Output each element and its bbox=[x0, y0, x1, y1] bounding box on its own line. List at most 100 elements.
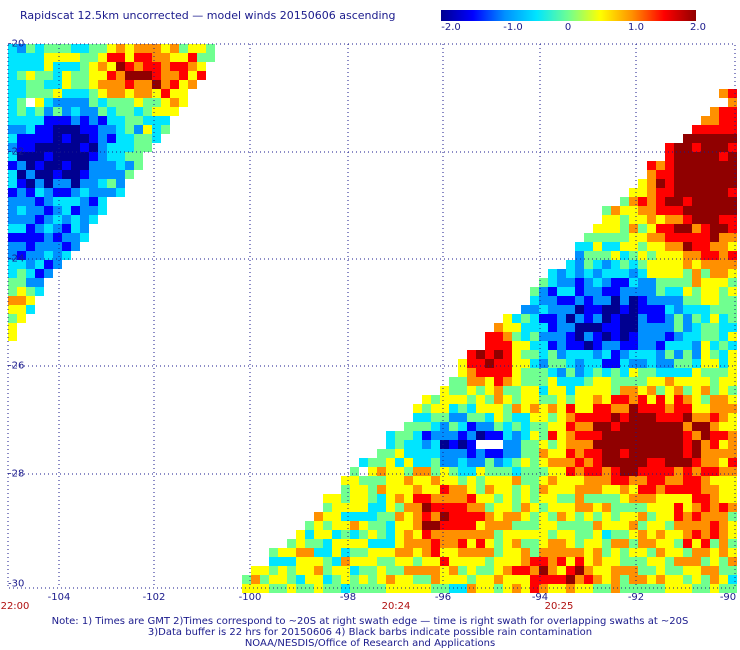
wind-difference-cell bbox=[71, 215, 80, 224]
wind-difference-cell bbox=[656, 557, 665, 566]
wind-difference-cell bbox=[638, 440, 647, 449]
wind-difference-cell bbox=[395, 557, 404, 566]
wind-difference-cell bbox=[674, 431, 683, 440]
wind-difference-cell bbox=[656, 314, 665, 323]
wind-difference-cell bbox=[161, 80, 170, 89]
footer-note-line: 3)Data buffer is 22 hrs for 20150606 4) … bbox=[147, 627, 593, 638]
wind-difference-cell bbox=[701, 449, 710, 458]
wind-difference-cell bbox=[665, 485, 674, 494]
wind-difference-cell bbox=[683, 350, 692, 359]
wind-difference-cell bbox=[701, 305, 710, 314]
wind-difference-cell bbox=[575, 413, 584, 422]
wind-difference-cell bbox=[503, 503, 512, 512]
wind-difference-cell bbox=[557, 305, 566, 314]
wind-difference-cell bbox=[26, 206, 35, 215]
wind-difference-cell bbox=[26, 296, 35, 305]
wind-difference-cell bbox=[431, 521, 440, 530]
wind-difference-cell bbox=[269, 566, 278, 575]
wind-difference-cell bbox=[692, 287, 701, 296]
wind-difference-cell bbox=[125, 62, 134, 71]
wind-difference-cell bbox=[512, 503, 521, 512]
wind-difference-cell bbox=[548, 494, 557, 503]
wind-difference-cell bbox=[656, 548, 665, 557]
wind-difference-cell bbox=[647, 332, 656, 341]
wind-difference-cell bbox=[665, 350, 674, 359]
wind-difference-cell bbox=[665, 341, 674, 350]
wind-difference-cell bbox=[719, 539, 728, 548]
wind-difference-cell bbox=[26, 278, 35, 287]
wind-difference-cell bbox=[602, 395, 611, 404]
wind-difference-cell bbox=[530, 440, 539, 449]
wind-difference-cell bbox=[296, 566, 305, 575]
wind-difference-cell bbox=[611, 530, 620, 539]
wind-difference-cell bbox=[701, 233, 710, 242]
wind-difference-cell bbox=[503, 485, 512, 494]
wind-difference-cell bbox=[683, 476, 692, 485]
wind-difference-cell bbox=[8, 323, 17, 332]
wind-difference-cell bbox=[638, 521, 647, 530]
wind-difference-cell bbox=[44, 134, 53, 143]
wind-difference-cell bbox=[467, 512, 476, 521]
wind-difference-cell bbox=[44, 44, 53, 53]
wind-difference-cell bbox=[179, 80, 188, 89]
wind-difference-cell bbox=[719, 305, 728, 314]
wind-difference-cell bbox=[17, 80, 26, 89]
wind-difference-cell bbox=[728, 449, 737, 458]
wind-difference-cell bbox=[116, 53, 125, 62]
wind-difference-cell bbox=[539, 467, 548, 476]
wind-difference-cell bbox=[710, 107, 719, 116]
wind-difference-cell bbox=[296, 575, 305, 584]
wind-difference-cell bbox=[269, 548, 278, 557]
wind-difference-cell bbox=[566, 395, 575, 404]
wind-difference-cell bbox=[179, 62, 188, 71]
wind-difference-cell bbox=[539, 521, 548, 530]
wind-difference-cell bbox=[26, 305, 35, 314]
wind-difference-cell bbox=[710, 368, 719, 377]
wind-difference-cell bbox=[593, 422, 602, 431]
wind-difference-cell bbox=[584, 512, 593, 521]
wind-difference-cell bbox=[458, 413, 467, 422]
wind-difference-cell bbox=[548, 557, 557, 566]
wind-difference-cell bbox=[620, 197, 629, 206]
wind-difference-cell bbox=[377, 476, 386, 485]
wind-difference-cell bbox=[665, 188, 674, 197]
wind-difference-cell bbox=[278, 584, 287, 593]
wind-difference-cell bbox=[692, 440, 701, 449]
wind-difference-cell bbox=[422, 395, 431, 404]
wind-difference-cell bbox=[557, 521, 566, 530]
wind-difference-cell bbox=[728, 314, 737, 323]
wind-difference-cell bbox=[332, 521, 341, 530]
wind-difference-cell bbox=[701, 485, 710, 494]
wind-difference-cell bbox=[548, 323, 557, 332]
wind-difference-cell bbox=[665, 296, 674, 305]
wind-difference-cell bbox=[701, 161, 710, 170]
wind-difference-cell bbox=[494, 386, 503, 395]
wind-difference-cell bbox=[683, 233, 692, 242]
wind-difference-cell bbox=[53, 80, 62, 89]
wind-difference-cell bbox=[71, 161, 80, 170]
wind-difference-cell bbox=[638, 287, 647, 296]
wind-difference-cell bbox=[683, 359, 692, 368]
wind-difference-cell bbox=[638, 539, 647, 548]
wind-difference-cell bbox=[656, 422, 665, 431]
wind-difference-cell bbox=[449, 539, 458, 548]
wind-difference-cell bbox=[395, 521, 404, 530]
wind-difference-cell bbox=[557, 395, 566, 404]
wind-difference-cell bbox=[548, 422, 557, 431]
wind-difference-cell bbox=[629, 485, 638, 494]
wind-difference-cell bbox=[395, 539, 404, 548]
wind-difference-cell bbox=[134, 89, 143, 98]
wind-difference-cell bbox=[575, 404, 584, 413]
wind-difference-cell bbox=[665, 530, 674, 539]
wind-difference-cell bbox=[17, 314, 26, 323]
wind-difference-cell bbox=[566, 314, 575, 323]
wind-difference-cell bbox=[503, 377, 512, 386]
wind-difference-cell bbox=[575, 440, 584, 449]
wind-difference-cell bbox=[323, 512, 332, 521]
wind-difference-cell bbox=[80, 179, 89, 188]
wind-difference-cell bbox=[539, 557, 548, 566]
wind-difference-cell bbox=[629, 449, 638, 458]
wind-difference-cell bbox=[602, 296, 611, 305]
wind-difference-cell bbox=[485, 530, 494, 539]
wind-difference-cell bbox=[71, 80, 80, 89]
